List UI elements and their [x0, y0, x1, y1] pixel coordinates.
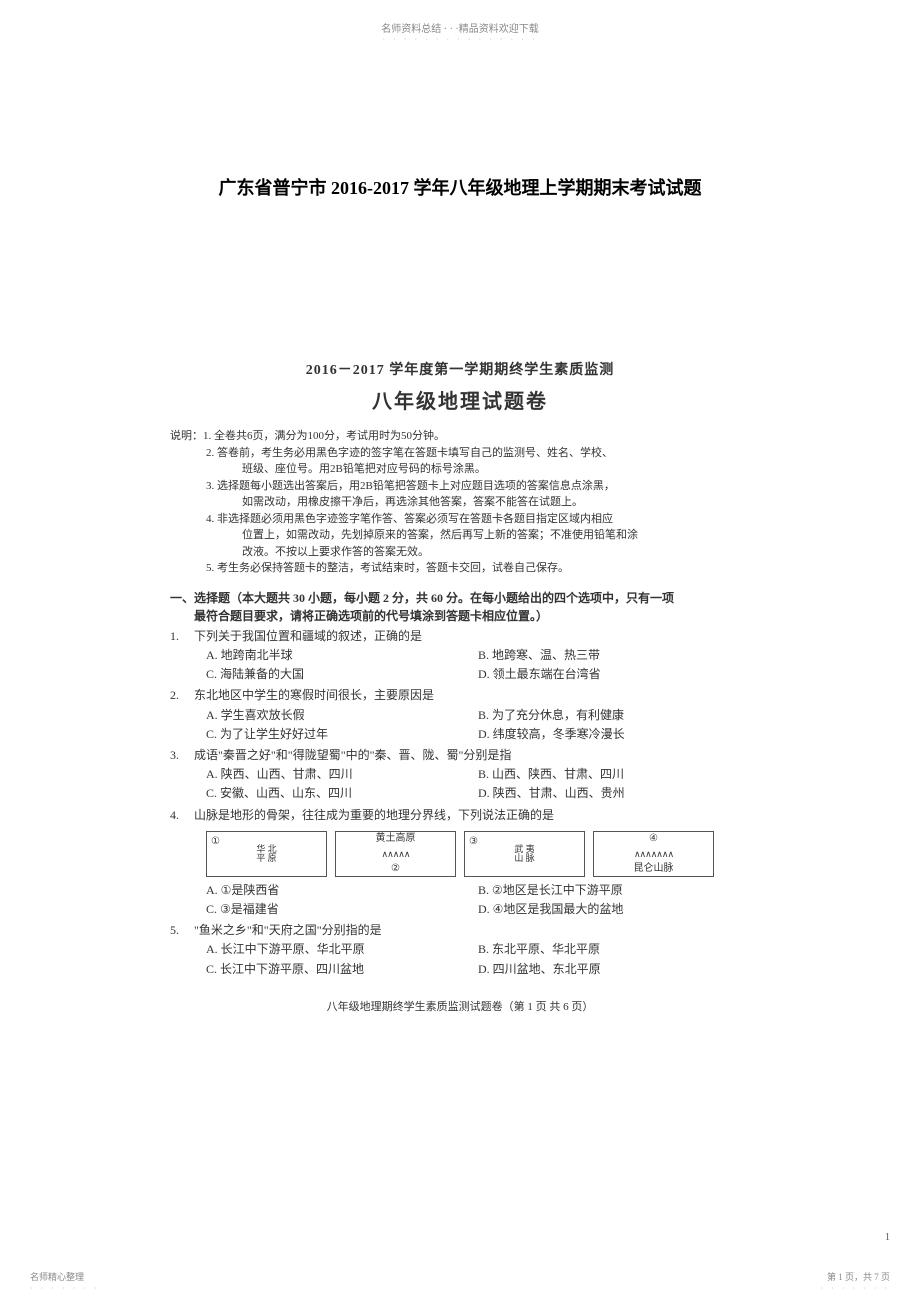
q1-stem: 下列关于我国位置和疆域的叙述，正确的是 [194, 627, 750, 646]
q4-stem: 山脉是地形的骨架，往往成为重要的地理分界线，下列说法正确的是 [194, 806, 750, 825]
q3-opt-a: A. 陕西、山西、甘肃、四川 [206, 765, 478, 784]
header-dots: · · · · · · · · · · · · · · · [0, 35, 920, 44]
q3-num: 3. [170, 746, 194, 765]
question-1: 1. 下列关于我国位置和疆域的叙述，正确的是 A. 地跨南北半球 B. 地跨寒、… [170, 627, 750, 685]
question-4: 4. 山脉是地形的骨架，往往成为重要的地理分界线，下列说法正确的是 ① 华 北 … [170, 806, 750, 920]
diagram-1: ① 华 北 平 原 [206, 831, 327, 877]
q1-opt-b: B. 地跨寒、温、热三带 [478, 646, 750, 665]
footer-left: 名师精心整理 [30, 1270, 84, 1283]
footer-right-dots: · · · · · · · [820, 1284, 890, 1293]
q2-opt-d: D. 纬度较高，冬季寒冷漫长 [478, 725, 750, 744]
instruction-1: 1. 全卷共6页，满分为100分，考试用时为50分钟。 [203, 428, 750, 445]
instruction-2: 2. 答卷前，考生务必用黑色字迹的签字笔在答题卡填写自己的监测号、姓名、学校、 [170, 445, 750, 462]
q3-opt-d: D. 陕西、甘肃、山西、贵州 [478, 784, 750, 803]
footer-left-dots: · · · · · · · [30, 1284, 100, 1293]
section-header-line1: 一、选择题（本大题共 30 小题，每小题 2 分，共 60 分。在每小题给出的四… [170, 589, 750, 607]
instruction-4b: 位置上，如需改动，先划掉原来的答案，然后再写上新的答案；不准使用铅笔和涂 [170, 527, 750, 544]
d4-label: 昆仑山脉 [634, 861, 674, 877]
q5-num: 5. [170, 921, 194, 940]
d1-l3: 平 [256, 853, 265, 863]
q2-opt-b: B. 为了充分休息，有利健康 [478, 706, 750, 725]
question-2: 2. 东北地区中学生的寒假时间很长，主要原因是 A. 学生喜欢放长假 B. 为了… [170, 686, 750, 744]
d1-l4: 原 [268, 853, 277, 863]
section-header: 一、选择题（本大题共 30 小题，每小题 2 分，共 60 分。在每小题给出的四… [170, 589, 750, 625]
q4-num: 4. [170, 806, 194, 825]
exam-page-footer: 八年级地理期终学生素质监测试题卷（第 1 页 共 6 页） [170, 999, 750, 1017]
diagram-2-num: ② [391, 861, 400, 877]
q4-opt-d: D. ④地区是我国最大的盆地 [478, 900, 750, 919]
q2-opt-c: C. 为了让学生好好过年 [206, 725, 478, 744]
q4-opt-c: C. ③是福建省 [206, 900, 478, 919]
q1-opt-d: D. 领土最东端在台湾省 [478, 665, 750, 684]
q5-opt-c: C. 长江中下游平原、四川盆地 [206, 960, 478, 979]
instruction-2b: 班级、座位号。用2B铅笔把对应号码的标号涂黑。 [170, 461, 750, 478]
diagram-3-num: ③ [469, 834, 478, 850]
instructions: 说明： 1. 全卷共6页，满分为100分，考试用时为50分钟。 2. 答卷前，考… [170, 428, 750, 577]
question-5: 5. "鱼米之乡"和"天府之国"分别指的是 A. 长江中下游平原、华北平原 B.… [170, 921, 750, 979]
footer-right: 第 1 页，共 7 页 [827, 1270, 890, 1283]
instruction-5: 5. 考生务必保持答题卡的整洁，考试结束时，答题卡交回，试卷自己保存。 [170, 560, 750, 577]
main-title: 广东省普宁市 2016-2017 学年八年级地理上学期期末考试试题 [0, 174, 920, 200]
q2-stem: 东北地区中学生的寒假时间很长，主要原因是 [194, 686, 750, 705]
diagram-1-num: ① [211, 834, 220, 850]
exam-title-1: 2016－2017 学年度第一学期期终学生素质监测 [170, 360, 750, 382]
d4-symbol: ∧∧∧∧∧∧∧ [634, 847, 673, 861]
q5-opt-b: B. 东北平原、华北平原 [478, 940, 750, 959]
q2-num: 2. [170, 686, 194, 705]
diagram-4-num: ④ [649, 831, 658, 847]
d2-label: 黄土高原 [376, 831, 416, 847]
q1-opt-a: A. 地跨南北半球 [206, 646, 478, 665]
q3-opt-b: B. 山西、陕西、甘肃、四川 [478, 765, 750, 784]
diagram-3: ③ 武 夷 山 脉 [464, 831, 585, 877]
exam-container: 2016－2017 学年度第一学期期终学生素质监测 八年级地理试题卷 说明： 1… [160, 350, 760, 1026]
q2-opt-a: A. 学生喜欢放长假 [206, 706, 478, 725]
exam-title-2: 八年级地理试题卷 [170, 386, 750, 418]
instruction-4c: 改液。不按以上要求作答的答案无效。 [170, 544, 750, 561]
d3-l3: 山 [514, 853, 523, 863]
instruction-3b: 如需改动，用橡皮擦干净后，再选涂其他答案，答案不能答在试题上。 [170, 494, 750, 511]
q3-opt-c: C. 安徽、山西、山东、四川 [206, 784, 478, 803]
q4-opt-a: A. ①是陕西省 [206, 881, 478, 900]
q5-opt-d: D. 四川盆地、东北平原 [478, 960, 750, 979]
header-text: 名师资料总结 · · ·精品资料欢迎下载 [0, 0, 920, 35]
q5-opt-a: A. 长江中下游平原、华北平原 [206, 940, 478, 959]
question-3: 3. 成语"秦晋之好"和"得陇望蜀"中的"秦、晋、陇、蜀"分别是指 A. 陕西、… [170, 746, 750, 804]
d3-l4: 脉 [526, 853, 535, 863]
q4-opt-b: B. ②地区是长江中下游平原 [478, 881, 750, 900]
q5-stem: "鱼米之乡"和"天府之国"分别指的是 [194, 921, 750, 940]
q4-diagrams: ① 华 北 平 原 黄土高原 ∧∧∧∧∧ ② ③ 武 夷 山 脉 [170, 825, 750, 881]
section-header-line2: 最符合题目要求，请将正确选项前的代号填涂到答题卡相应位置。） [170, 607, 750, 625]
q1-opt-c: C. 海陆兼备的大国 [206, 665, 478, 684]
diagram-4: ④ ∧∧∧∧∧∧∧ 昆仑山脉 [593, 831, 714, 877]
q1-num: 1. [170, 627, 194, 646]
instruction-4: 4. 非选择题必须用黑色字迹签字笔作答、答案必须写在答题卡各题目指定区域内相应 [170, 511, 750, 528]
q3-stem: 成语"秦晋之好"和"得陇望蜀"中的"秦、晋、陇、蜀"分别是指 [194, 746, 750, 765]
diagram-2: 黄土高原 ∧∧∧∧∧ ② [335, 831, 456, 877]
instructions-label: 说明： [170, 428, 203, 445]
side-page-number: 1 [885, 1232, 890, 1243]
d2-symbol: ∧∧∧∧∧ [382, 847, 410, 861]
instruction-3: 3. 选择题每小题选出答案后，用2B铅笔把答题卡上对应题目选项的答案信息点涂黑， [170, 478, 750, 495]
